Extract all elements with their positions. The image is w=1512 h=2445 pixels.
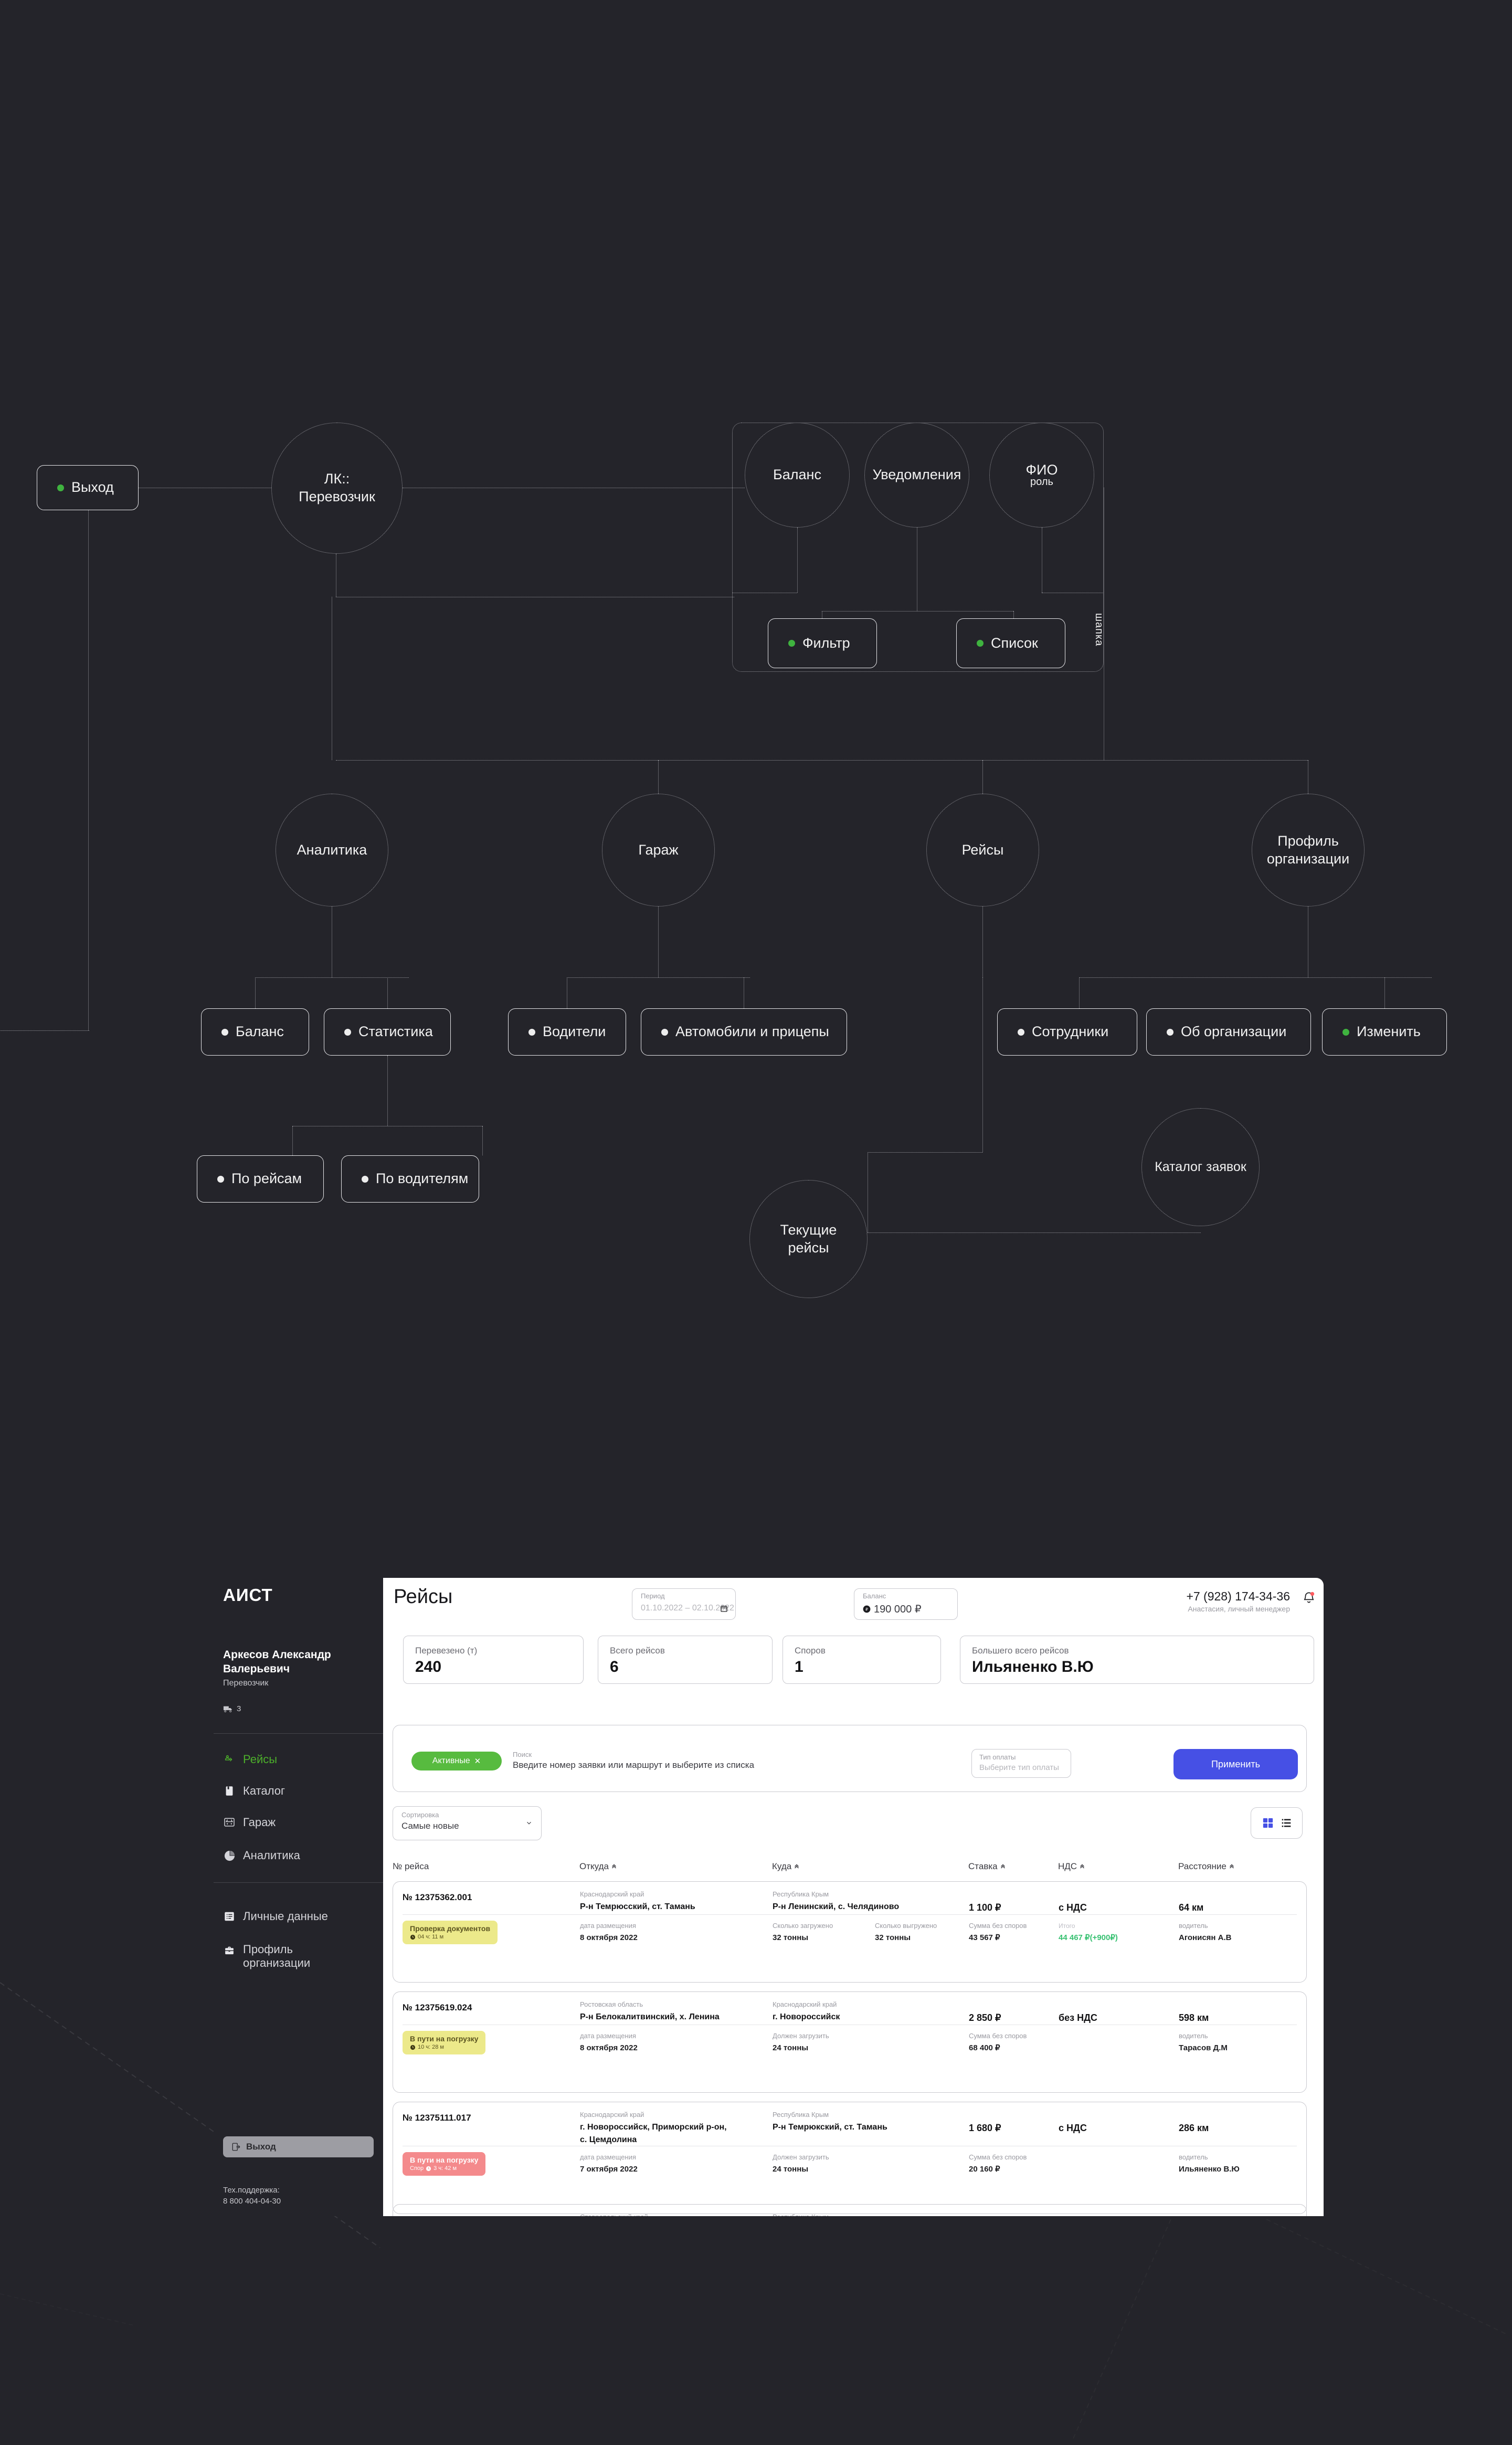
svg-text:₽: ₽ [865,1607,868,1611]
